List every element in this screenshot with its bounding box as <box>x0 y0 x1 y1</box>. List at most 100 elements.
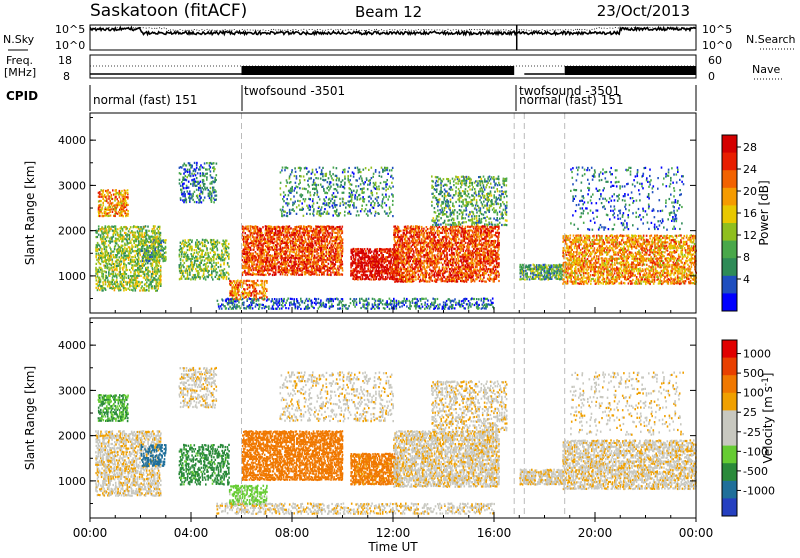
power-cell <box>293 249 295 251</box>
power-cell <box>431 280 433 282</box>
power-cell <box>330 251 332 253</box>
power-cell <box>290 249 292 251</box>
power-cell <box>132 231 134 233</box>
power-cell <box>316 232 318 234</box>
power-cell <box>335 263 337 265</box>
power-cell <box>443 258 445 260</box>
power-cell <box>325 259 327 261</box>
power-cell <box>267 236 269 238</box>
power-cell <box>112 189 114 191</box>
power-cell <box>265 288 267 290</box>
power-cell <box>130 285 132 287</box>
power-cell <box>291 263 293 265</box>
power-cell <box>114 265 116 267</box>
power-cell <box>277 230 279 232</box>
power-cell <box>140 268 142 270</box>
power-cell <box>338 244 340 246</box>
power-cell <box>263 274 265 276</box>
power-cell <box>355 256 357 258</box>
power-cell <box>258 266 260 268</box>
power-cell <box>200 276 202 278</box>
power-cell <box>332 228 334 230</box>
power-cell <box>101 258 103 260</box>
power-cell <box>207 189 209 191</box>
power-cell <box>419 226 421 228</box>
power-cell <box>332 249 334 251</box>
power-cell <box>249 249 251 251</box>
power-cell <box>107 285 109 287</box>
power-cell <box>146 289 148 291</box>
power-cell <box>119 271 121 273</box>
power-cell <box>274 240 276 242</box>
power-cell <box>409 242 411 244</box>
power-cell <box>114 204 116 206</box>
power-cell <box>276 226 278 228</box>
power-cell <box>135 273 137 275</box>
power-cell <box>291 236 293 238</box>
power-cell <box>390 254 392 256</box>
power-cell <box>121 261 123 263</box>
power-cell <box>190 253 192 255</box>
power-cell <box>267 259 269 261</box>
power-cell <box>132 268 134 270</box>
power-cell <box>100 238 102 240</box>
power-cell <box>384 251 386 253</box>
power-cell <box>421 226 423 228</box>
power-cell <box>195 268 197 270</box>
power-cell <box>389 264 391 266</box>
power-cell <box>184 262 186 264</box>
power-cell <box>319 274 321 276</box>
power-cell <box>187 190 189 192</box>
power-cell <box>186 179 188 181</box>
power-cell <box>299 268 301 270</box>
power-cell <box>396 244 398 246</box>
power-cell <box>442 232 444 234</box>
power-cell <box>106 200 108 202</box>
power-cell <box>244 297 246 299</box>
power-cell <box>373 253 375 255</box>
power-cell <box>296 249 298 251</box>
power-cell <box>196 162 198 164</box>
power-cell <box>316 268 318 270</box>
power-cell <box>340 236 342 238</box>
power-cell <box>126 269 128 271</box>
power-cell <box>414 242 416 244</box>
power-cell <box>118 234 120 236</box>
power-cell <box>395 232 397 234</box>
power-cell <box>191 261 193 263</box>
power-cell <box>267 257 269 259</box>
power-cell <box>323 257 325 259</box>
power-cell <box>250 249 252 251</box>
power-cell <box>153 273 155 275</box>
power-cell <box>180 251 182 253</box>
power-cell <box>196 263 198 265</box>
power-cell <box>107 277 109 279</box>
power-cell <box>148 290 150 292</box>
power-cell <box>332 261 334 263</box>
power-cell <box>287 274 289 276</box>
power-cell <box>420 258 422 260</box>
power-cell <box>119 287 121 289</box>
power-cell <box>327 247 329 249</box>
power-cell <box>244 232 246 234</box>
power-cell <box>222 259 224 261</box>
power-cell <box>204 175 206 177</box>
power-cell <box>404 244 406 246</box>
power-cell <box>438 262 440 264</box>
power-cell <box>219 270 221 272</box>
power-cell <box>196 164 198 166</box>
power-cell <box>244 248 246 250</box>
power-cell <box>428 254 430 256</box>
power-cell <box>407 228 409 230</box>
power-cell <box>244 265 246 267</box>
power-cell <box>211 258 213 260</box>
power-cell <box>181 278 183 280</box>
power-cell <box>122 245 124 247</box>
power-cell <box>198 248 200 250</box>
power-cell <box>283 263 285 265</box>
power-cell <box>419 276 421 278</box>
power-cell <box>311 226 313 228</box>
power-cell <box>269 257 271 259</box>
power-cell <box>149 271 151 273</box>
power-cell <box>183 183 185 185</box>
